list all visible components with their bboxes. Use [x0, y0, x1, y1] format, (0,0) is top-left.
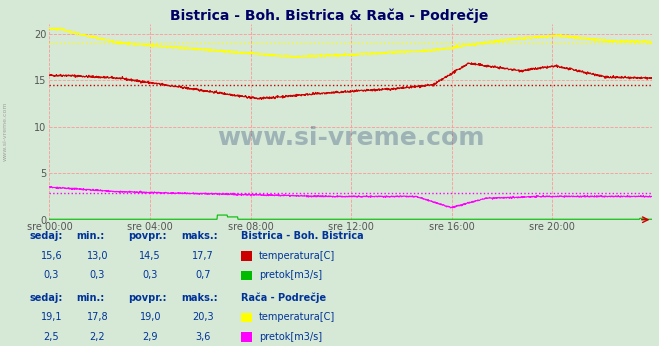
Text: sedaj:: sedaj:: [30, 231, 63, 242]
Text: maks.:: maks.:: [181, 231, 218, 242]
Text: pretok[m3/s]: pretok[m3/s]: [259, 332, 322, 342]
Text: Rača - Podrečje: Rača - Podrečje: [241, 292, 326, 303]
Text: Bistrica - Boh. Bistrica: Bistrica - Boh. Bistrica: [241, 231, 363, 242]
Text: pretok[m3/s]: pretok[m3/s]: [259, 270, 322, 280]
Text: 3,6: 3,6: [195, 332, 211, 342]
Text: 19,1: 19,1: [41, 312, 62, 322]
Text: 17,8: 17,8: [87, 312, 108, 322]
Text: www.si-vreme.com: www.si-vreme.com: [3, 102, 8, 161]
Text: 19,0: 19,0: [140, 312, 161, 322]
Text: 2,9: 2,9: [142, 332, 158, 342]
Text: 14,5: 14,5: [140, 251, 161, 261]
Text: 0,3: 0,3: [43, 270, 59, 280]
Text: 20,3: 20,3: [192, 312, 214, 322]
Text: 15,6: 15,6: [41, 251, 62, 261]
Text: 2,5: 2,5: [43, 332, 59, 342]
Text: min.:: min.:: [76, 293, 104, 303]
Text: Bistrica - Boh. Bistrica & Rača - Podrečje: Bistrica - Boh. Bistrica & Rača - Podreč…: [170, 9, 489, 23]
Text: 2,2: 2,2: [90, 332, 105, 342]
Text: 0,3: 0,3: [142, 270, 158, 280]
Text: povpr.:: povpr.:: [129, 293, 167, 303]
Text: povpr.:: povpr.:: [129, 231, 167, 242]
Text: 13,0: 13,0: [87, 251, 108, 261]
Text: www.si-vreme.com: www.si-vreme.com: [217, 126, 484, 149]
Text: min.:: min.:: [76, 231, 104, 242]
Text: maks.:: maks.:: [181, 293, 218, 303]
Text: sedaj:: sedaj:: [30, 293, 63, 303]
Text: 0,7: 0,7: [195, 270, 211, 280]
Text: 0,3: 0,3: [90, 270, 105, 280]
Text: temperatura[C]: temperatura[C]: [259, 312, 335, 322]
Text: 17,7: 17,7: [192, 251, 214, 261]
Text: temperatura[C]: temperatura[C]: [259, 251, 335, 261]
